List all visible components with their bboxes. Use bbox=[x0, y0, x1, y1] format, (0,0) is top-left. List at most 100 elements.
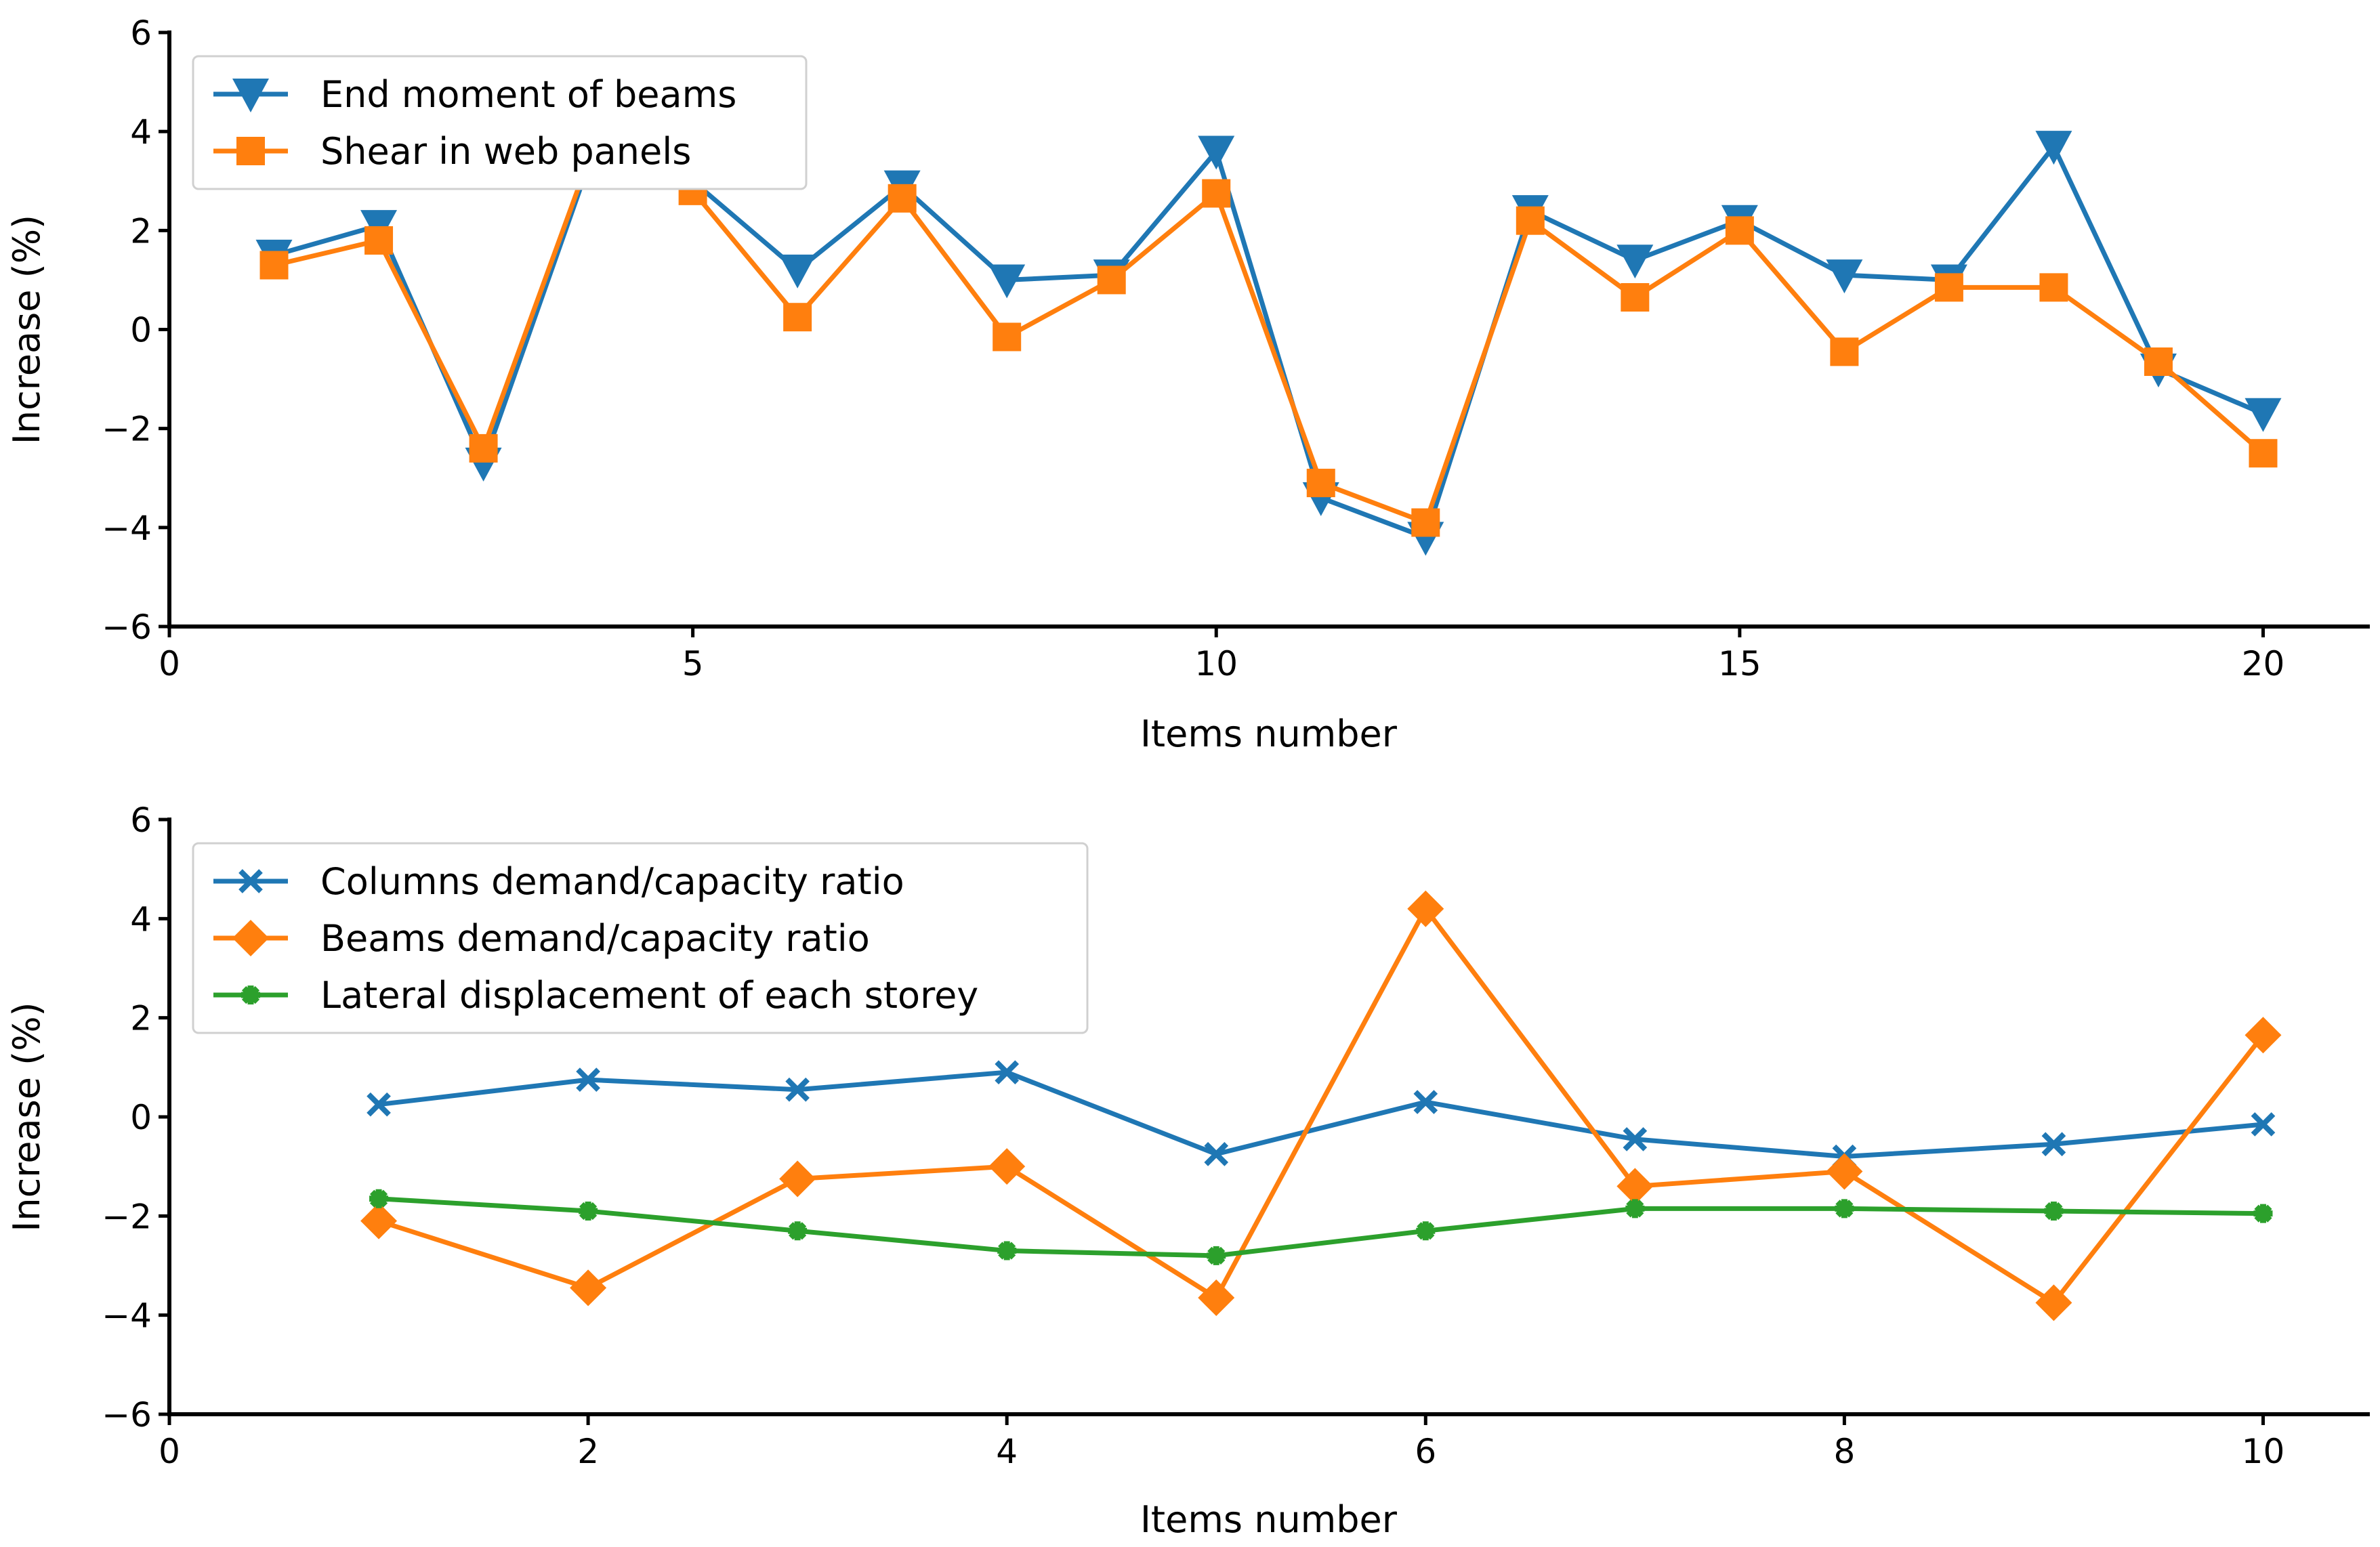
x-tick-label: 6 bbox=[1415, 1432, 1436, 1471]
series-line-beams-demand-capacity-ratio bbox=[377, 906, 2266, 1305]
legend-marker bbox=[238, 869, 263, 893]
legend-item: Beams demand/capacity ratio bbox=[213, 917, 870, 960]
legend-marker bbox=[232, 79, 269, 112]
series-shear-in-web-panels bbox=[259, 147, 2278, 537]
data-point bbox=[1616, 245, 1654, 279]
legend-item: Lateral displacement of each storey bbox=[213, 974, 978, 1017]
y-tick-label: 2 bbox=[130, 999, 152, 1038]
data-point bbox=[1207, 1246, 1226, 1265]
legend-item: Columns demand/capacity ratio bbox=[213, 860, 904, 903]
data-point bbox=[364, 226, 394, 255]
x-tick-label: 0 bbox=[159, 644, 180, 683]
data-point bbox=[1625, 1199, 1645, 1218]
data-point bbox=[1516, 206, 1545, 235]
y-tick-label: 0 bbox=[130, 311, 152, 350]
legend-item: End moment of beams bbox=[213, 73, 736, 116]
legend-label: Shear in web panels bbox=[320, 130, 691, 173]
data-point bbox=[997, 1241, 1017, 1260]
data-point bbox=[2253, 1204, 2273, 1223]
data-point bbox=[1407, 890, 1444, 927]
x-tick-label: 8 bbox=[1833, 1432, 1855, 1471]
data-point bbox=[995, 1060, 1020, 1084]
y-tick-label: 2 bbox=[130, 211, 152, 251]
chart-bottom: 0 2 4 6 8 10 −6 −4 −2 0 2 4 6 Items number Increase (%… bbox=[5, 801, 2370, 1541]
data-point bbox=[1826, 259, 1863, 294]
legend-box bbox=[192, 55, 808, 190]
y-axis-title: Increase (%) bbox=[5, 215, 48, 444]
x-tick-label: 15 bbox=[1718, 644, 1761, 683]
legend-label: End moment of beams bbox=[320, 73, 736, 116]
x-tick-label: 5 bbox=[682, 644, 704, 683]
legend-item: Shear in web panels bbox=[213, 130, 691, 173]
data-point bbox=[1097, 266, 1126, 295]
y-tick-label: −2 bbox=[102, 410, 152, 449]
data-point bbox=[1416, 1221, 1436, 1241]
data-point bbox=[1411, 508, 1440, 537]
y-tick-label: −6 bbox=[102, 608, 152, 647]
data-point bbox=[2035, 1284, 2072, 1321]
data-point bbox=[259, 251, 289, 280]
data-point bbox=[1616, 1168, 1654, 1205]
data-point bbox=[993, 322, 1022, 352]
legend: Columns demand/capacity ratio Beams deman… bbox=[192, 842, 1089, 1034]
data-point bbox=[1198, 135, 1235, 170]
y-tick-label: 6 bbox=[130, 14, 152, 53]
y-tick-label: 4 bbox=[130, 899, 152, 939]
x-tick-label: 4 bbox=[996, 1432, 1018, 1471]
y-tick-label: −4 bbox=[102, 1296, 152, 1336]
legend-label: Lateral displacement of each storey bbox=[320, 974, 978, 1017]
data-point bbox=[1198, 1279, 1235, 1317]
y-tick-label: −4 bbox=[102, 509, 152, 548]
data-point bbox=[2041, 1132, 2066, 1157]
x-tick-label: 0 bbox=[159, 1432, 180, 1471]
data-point bbox=[1204, 1142, 1229, 1166]
data-point bbox=[1621, 282, 1650, 312]
data-point bbox=[1826, 1153, 1863, 1190]
data-point bbox=[369, 1189, 389, 1208]
data-point bbox=[779, 254, 816, 289]
x-tick-label: 10 bbox=[2242, 1432, 2285, 1471]
data-point bbox=[785, 1077, 810, 1102]
series-line-lateral-displacement-of-each-storey bbox=[378, 1196, 2263, 1258]
data-point bbox=[988, 1148, 1026, 1185]
legend-label: Beams demand/capacity ratio bbox=[320, 917, 870, 960]
legend-label: Columns demand/capacity ratio bbox=[320, 860, 904, 903]
data-point bbox=[570, 1269, 607, 1307]
data-point bbox=[1725, 216, 1754, 245]
data-point bbox=[788, 1221, 808, 1241]
series-beams-demand-capacity-ratio bbox=[360, 890, 2282, 1321]
legend-marker bbox=[241, 986, 260, 1004]
series-lateral-displacement-of-each-storey bbox=[369, 1189, 2273, 1265]
x-axis-title: Items number bbox=[1140, 713, 1398, 755]
data-point bbox=[579, 1202, 598, 1221]
data-point bbox=[576, 1067, 600, 1092]
data-point bbox=[2251, 1112, 2276, 1137]
data-point bbox=[367, 1092, 391, 1117]
data-point bbox=[2035, 131, 2072, 165]
data-point bbox=[1830, 337, 1859, 366]
legend-marker bbox=[232, 920, 269, 956]
x-axis-title: Items number bbox=[1140, 1498, 1398, 1541]
data-point bbox=[2245, 1017, 2282, 1054]
data-point bbox=[1835, 1199, 1854, 1218]
data-point bbox=[1413, 1090, 1438, 1114]
y-tick-label: 4 bbox=[130, 112, 152, 152]
data-point bbox=[2249, 439, 2278, 468]
data-point bbox=[1202, 179, 1231, 208]
series-columns-demand-capacity-ratio bbox=[367, 1060, 2276, 1169]
data-point bbox=[783, 303, 812, 332]
data-point bbox=[888, 184, 917, 213]
y-tick-label: −2 bbox=[102, 1197, 152, 1236]
data-point bbox=[1623, 1127, 1648, 1151]
data-point bbox=[2044, 1202, 2064, 1221]
chart-top: 0 5 10 15 20 −6 −4 −2 0 2 4 6 Items number Increase (… bbox=[5, 14, 2370, 755]
data-point bbox=[2245, 398, 2282, 432]
data-point bbox=[2039, 273, 2068, 302]
data-point bbox=[1306, 469, 1335, 498]
legend-box bbox=[192, 842, 1089, 1034]
y-tick-label: −6 bbox=[102, 1395, 152, 1435]
data-point bbox=[360, 1202, 398, 1239]
legend-marker bbox=[236, 137, 265, 165]
x-tick-label: 2 bbox=[577, 1432, 599, 1471]
